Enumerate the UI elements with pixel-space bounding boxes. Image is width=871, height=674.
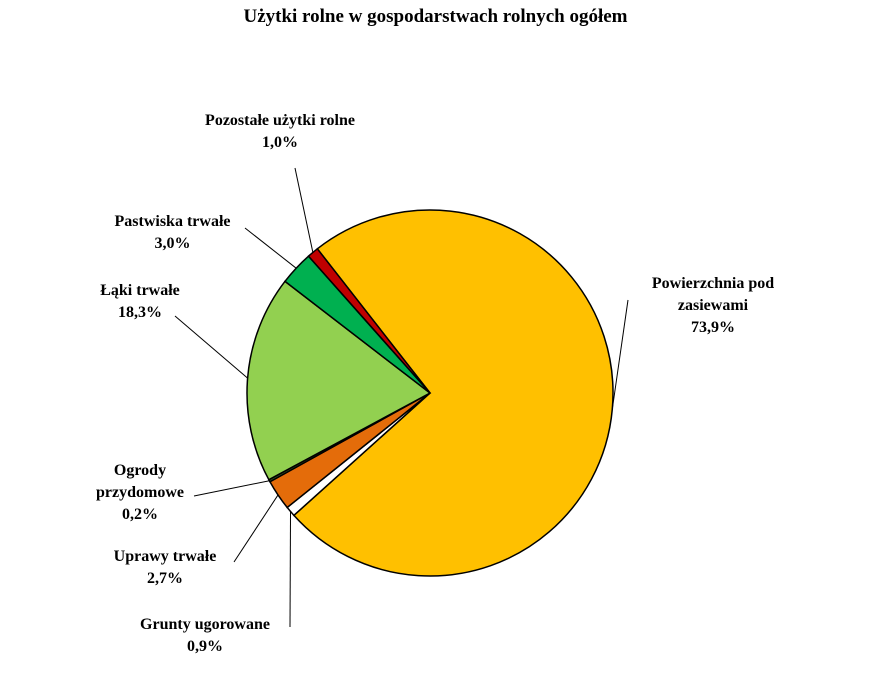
value-label: 1,0%	[262, 134, 298, 151]
value-label: 73,9%	[691, 319, 735, 336]
value-label: 3,0%	[154, 235, 191, 252]
slice-label: Pastwiska trwałe 3,0%	[95, 211, 250, 255]
category-label: Grunty ugorowane	[140, 616, 270, 633]
slice-label: Powierzchnia pod zasiewami 73,9%	[628, 273, 798, 339]
leader-line	[294, 167, 314, 253]
slice-label: Ogrody przydomowe 0,2%	[70, 460, 210, 526]
leader-line	[233, 494, 279, 563]
leader-line	[174, 315, 248, 379]
slice-label: Łąki trwałe 18,3%	[75, 280, 205, 324]
category-label: Pozostałe użytki rolne	[205, 112, 355, 129]
category-label: Uprawy trwałe	[113, 548, 217, 565]
pie-slice	[292, 209, 614, 577]
category-label: Powierzchnia pod zasiewami	[651, 275, 775, 314]
leader-line	[611, 299, 629, 410]
value-label: 18,3%	[118, 304, 162, 321]
category-label: Pastwiska trwałe	[114, 213, 231, 230]
leader-line	[193, 480, 270, 497]
value-label: 0,2%	[122, 506, 158, 523]
pie-slice	[246, 280, 432, 481]
slice-label: Uprawy trwałe 2,7%	[95, 546, 235, 590]
slice-label: Grunty ugorowane 0,9%	[110, 614, 300, 658]
value-label: 0,9%	[187, 638, 223, 655]
chart-title: Użytki rolne w gospodarstwach rolnych og…	[243, 6, 628, 27]
slice-label: Pozostałe użytki rolne 1,0%	[195, 110, 365, 154]
value-label: 2,7%	[147, 570, 183, 587]
category-label: Ogrody przydomowe	[96, 462, 184, 501]
leader-line	[289, 511, 292, 628]
leader-line	[244, 227, 297, 269]
category-label: Łąki trwałe	[100, 282, 180, 299]
